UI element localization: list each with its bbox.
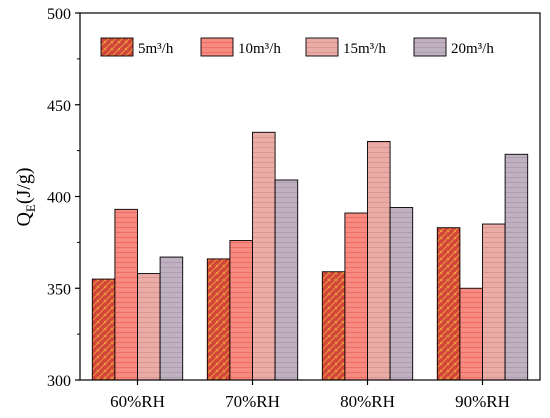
y-axis-label-unit: (J/g)	[13, 167, 35, 204]
y-axis-label-main: Q	[13, 212, 35, 227]
bar-10mh-70RH	[229, 240, 253, 381]
y-axis-label: QE(J/g)	[13, 167, 38, 226]
legend-swatch	[413, 37, 447, 57]
y-axis-label-sub: E	[23, 204, 38, 212]
legend-label: 20m³/h	[451, 41, 494, 57]
x-tick-label: 60%RH	[110, 392, 165, 411]
bar-20mh-60RH	[159, 256, 184, 381]
legend: 5m³/h 10m³/h 15m³/h 20m³/h	[100, 37, 494, 57]
legend-label: 5m³/h	[138, 41, 174, 57]
bar-20mh-70RH	[274, 179, 299, 381]
bar-5mh-80RH	[321, 271, 346, 381]
x-tick-label: 70%RH	[225, 392, 280, 411]
bar-15mh-60RH	[137, 273, 161, 381]
legend-label: 10m³/h	[238, 41, 281, 57]
legend-label: 15m³/h	[343, 41, 386, 57]
y-tick-label: 500	[47, 6, 71, 23]
bar-10mh-60RH	[114, 208, 138, 381]
bar-10mh-80RH	[344, 212, 368, 381]
y-tick-label: 450	[47, 98, 71, 115]
y-tick-labels: 300 350 400 450 500	[47, 6, 80, 390]
bar-20mh-80RH	[389, 207, 414, 381]
legend-swatch	[100, 37, 134, 57]
legend-swatch	[305, 37, 339, 57]
legend-swatch	[200, 37, 234, 57]
bar-10mh-90RH	[459, 287, 483, 381]
bars-group	[91, 131, 529, 381]
bar-20mh-90RH	[504, 153, 529, 381]
x-tick-label: 90%RH	[455, 392, 510, 411]
y-tick-label: 400	[47, 190, 71, 207]
y-tick-label: 300	[47, 373, 71, 390]
y-tick-label: 350	[47, 281, 71, 298]
x-tick-label: 80%RH	[340, 392, 395, 411]
bar-5mh-60RH	[91, 278, 116, 381]
bar-15mh-80RH	[367, 140, 391, 381]
x-tick-labels: 60%RH 70%RH 80%RH 90%RH	[110, 380, 510, 411]
bar-5mh-90RH	[436, 227, 461, 381]
plot-frame	[79, 12, 541, 381]
bar-15mh-90RH	[482, 223, 506, 381]
bar-5mh-70RH	[206, 258, 231, 381]
bar-15mh-70RH	[252, 131, 276, 381]
